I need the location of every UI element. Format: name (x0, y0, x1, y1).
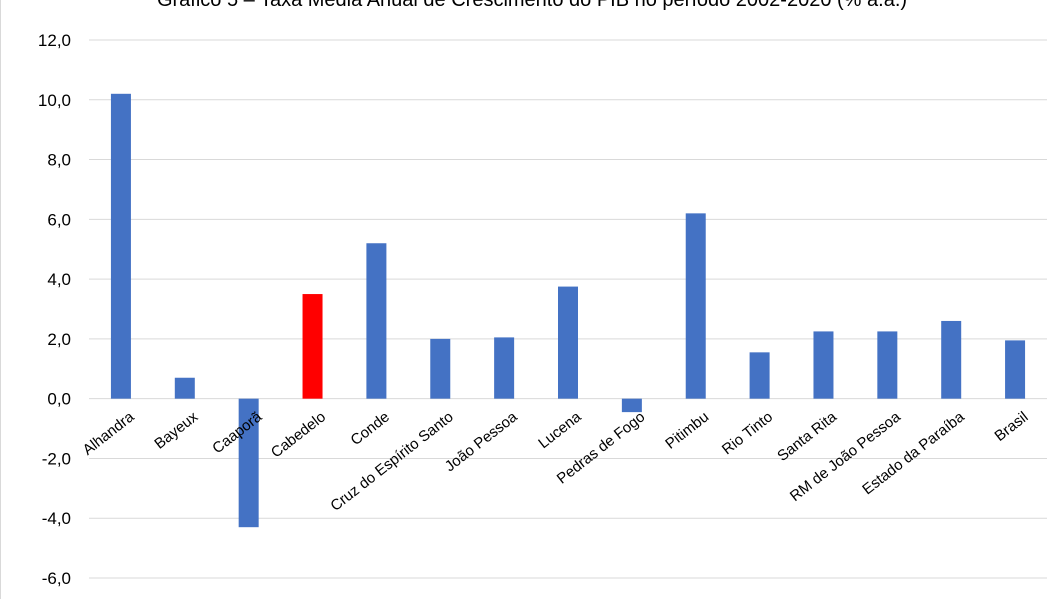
bar-caapor- (238, 398, 259, 528)
bar-alhandra (110, 93, 131, 399)
bar-bayeux (174, 377, 195, 399)
y-tick-label: -4,0 (42, 509, 71, 528)
y-tick-label: 6,0 (47, 210, 71, 229)
y-tick-label: 10,0 (38, 91, 71, 110)
bar-rio-tinto (749, 352, 770, 399)
y-tick-label: 8,0 (47, 151, 71, 170)
y-tick-label: 12,0 (38, 31, 71, 50)
y-tick-label: -6,0 (42, 569, 71, 588)
y-axis-tick-labels: 12,0 10,0 8,0 6,0 4,0 2,0 0,0 -2,0 -4,0 -6,0 (38, 31, 71, 588)
y-tick-label: 0,0 (47, 390, 71, 409)
bar-cruz-do-esp-rito-santo (430, 338, 451, 399)
bar-brasil (1005, 340, 1026, 399)
x-tick-label: Alhandra (80, 408, 138, 459)
bar-pedras-de-fogo (621, 398, 642, 413)
bar-layer (110, 93, 1026, 528)
x-tick-label: Brasil (992, 408, 1032, 444)
x-tick-label: Lucena (535, 408, 585, 452)
y-tick-label: -2,0 (42, 449, 71, 468)
x-tick-label: Pitimbu (662, 408, 712, 452)
x-tick-label: Cabedelo (268, 408, 329, 461)
y-tick-label: 2,0 (47, 330, 71, 349)
y-tick-label: 4,0 (47, 270, 71, 289)
x-tick-label: Rio Tinto (719, 408, 776, 458)
bar-rm-de-jo-o-pessoa (877, 331, 898, 399)
bar-jo-o-pessoa (494, 337, 515, 399)
x-tick-label: Cruz do Espírito Santo (327, 408, 456, 514)
bar-estado-da-para-ba (941, 320, 962, 399)
bar-lucena (558, 286, 578, 399)
x-tick-label: RM de João Pessoa (787, 408, 904, 505)
x-tick-label: Conde (348, 408, 393, 449)
bar-cabedelo (302, 294, 323, 399)
bar-conde (366, 243, 387, 399)
x-tick-label: Bayeux (151, 408, 201, 453)
chart-title: Gráfico 5 – Taxa Média Anual de Crescime… (156, 0, 908, 11)
bar-pitimbu (685, 213, 706, 399)
bar-santa-rita (813, 331, 834, 399)
